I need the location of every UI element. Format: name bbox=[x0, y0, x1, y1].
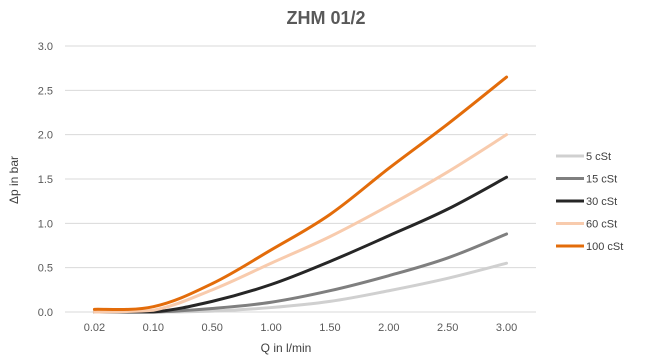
grid bbox=[65, 45, 536, 313]
x-tick-label: 0.02 bbox=[84, 322, 105, 334]
y-tick-label: 2.5 bbox=[38, 85, 53, 97]
x-tick-label: 3.00 bbox=[496, 322, 517, 334]
series-line-100-cst bbox=[92, 75, 509, 312]
y-tick-label: 0.5 bbox=[38, 263, 53, 275]
x-axis-label: Q in l/min bbox=[261, 341, 312, 355]
y-tick-label: 3.0 bbox=[38, 41, 53, 53]
y-axis-ticks: 0.0 0.5 1.0 1.5 2.0 2.5 3.0 bbox=[38, 41, 53, 319]
legend-label: 30 cSt bbox=[586, 196, 617, 208]
x-tick-label: 1.50 bbox=[319, 322, 340, 334]
x-axis-ticks: 0.02 0.10 0.50 1.00 1.50 2.00 2.50 3.00 bbox=[84, 322, 518, 334]
legend-label: 100 cSt bbox=[586, 241, 623, 253]
x-tick-label: 0.50 bbox=[201, 322, 222, 334]
series-line-60-cst bbox=[92, 133, 509, 314]
series-lines bbox=[92, 75, 509, 314]
x-tick-label: 2.00 bbox=[378, 322, 399, 334]
y-axis-label: Δp in bar bbox=[7, 156, 21, 204]
y-tick-label: 2.0 bbox=[38, 130, 53, 142]
y-tick-label: 1.0 bbox=[38, 218, 53, 230]
chart-title: ZHM 01/2 bbox=[286, 8, 365, 28]
y-tick-label: 0.0 bbox=[38, 307, 53, 319]
x-tick-label: 0.10 bbox=[143, 322, 164, 334]
series-line-30-cst bbox=[92, 175, 509, 314]
y-tick-label: 1.5 bbox=[38, 174, 53, 186]
legend: 5 cSt 15 cSt 30 cSt 60 cSt 100 cSt bbox=[556, 151, 623, 253]
legend-label: 60 cSt bbox=[586, 219, 617, 231]
x-tick-label: 1.00 bbox=[260, 322, 281, 334]
x-tick-label: 2.50 bbox=[437, 322, 458, 334]
legend-label: 5 cSt bbox=[586, 151, 611, 163]
legend-label: 15 cSt bbox=[586, 174, 617, 186]
